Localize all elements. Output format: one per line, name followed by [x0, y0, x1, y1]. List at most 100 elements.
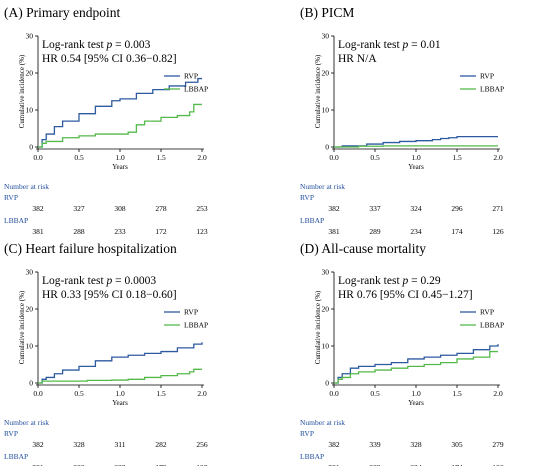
risk-group-rvp: RVP — [300, 429, 314, 438]
panel-4: (D) All-cause mortality 0 10 20 30 0.0 0.5 1.0 1… — [300, 241, 504, 466]
series-line-lbbap — [334, 145, 498, 148]
y-tick-label: 0 — [29, 143, 33, 152]
panel-3: (C) Heart failure hospitalization 0 10 20 30… — [4, 241, 208, 466]
y-tick-label: 20 — [26, 305, 34, 314]
series-line-lbbap — [334, 350, 498, 384]
risk-count: 328 — [410, 440, 422, 449]
risk-count: 328 — [73, 440, 85, 449]
risk-count: 234 — [410, 227, 422, 236]
hazard-ratio-text: HR N/A — [338, 53, 377, 65]
risk-header: Number at risk — [300, 182, 345, 191]
risk-count: 289 — [369, 463, 381, 466]
y-tick-label: 30 — [26, 268, 34, 277]
p-value: = 0.0003 — [112, 275, 156, 287]
y-tick-label: 20 — [322, 305, 330, 314]
x-tick-label: 1.5 — [452, 153, 462, 162]
x-tick-label: 1.0 — [115, 153, 125, 162]
y-tick-label: 20 — [322, 69, 330, 78]
logrank-text: Log-rank test p = 0.0003 — [42, 275, 156, 287]
risk-count: 305 — [451, 440, 463, 449]
y-tick-label: 0 — [325, 143, 329, 152]
p-symbol: p — [106, 39, 113, 51]
x-tick-label: 0.0 — [33, 389, 43, 398]
x-tick-label: 2.0 — [493, 153, 503, 162]
risk-count: 123 — [196, 463, 208, 466]
series-line-rvp — [334, 135, 498, 148]
panel-title: (B) PICM — [300, 5, 354, 20]
p-value: = 0.003 — [112, 39, 150, 51]
x-tick-label: 0.5 — [74, 153, 84, 162]
legend-label-rvp: RVP — [184, 308, 198, 317]
risk-count: 282 — [155, 440, 167, 449]
risk-count: 233 — [114, 463, 126, 466]
risk-count: 278 — [155, 204, 167, 213]
logrank-prefix: Log-rank test — [42, 275, 107, 287]
risk-header: Number at risk — [4, 418, 49, 427]
risk-count: 172 — [155, 227, 167, 236]
logrank-text: Log-rank test p = 0.01 — [338, 39, 441, 51]
risk-count: 382 — [328, 204, 340, 213]
series-line-rvp — [38, 77, 202, 148]
risk-count: 174 — [451, 227, 463, 236]
y-axis-label: Cumulative incidence (%) — [18, 54, 26, 128]
logrank-text: Log-rank test p = 0.003 — [42, 39, 151, 51]
panel-2: (B) PICM 0 10 20 30 0.0 0.5 1.0 1.5 2.0 Years Cumul… — [300, 5, 504, 236]
x-tick-label: 1.0 — [411, 153, 421, 162]
risk-count: 382 — [32, 204, 44, 213]
legend-label-rvp: RVP — [480, 72, 494, 81]
risk-group-rvp: RVP — [4, 193, 18, 202]
risk-count: 311 — [115, 440, 126, 449]
y-tick-label: 10 — [322, 342, 330, 351]
risk-group-rvp: RVP — [300, 193, 314, 202]
risk-count: 381 — [32, 463, 44, 466]
series-line-rvp — [38, 342, 203, 384]
x-tick-label: 1.5 — [156, 153, 166, 162]
risk-count: 233 — [114, 227, 126, 236]
legend-label-lbbap: LBBAP — [480, 321, 504, 330]
risk-group-rvp: RVP — [4, 429, 18, 438]
risk-header: Number at risk — [300, 418, 345, 427]
logrank-prefix: Log-rank test — [338, 39, 403, 51]
p-symbol: p — [402, 275, 409, 287]
panel-title: (C) Heart failure hospitalization — [4, 241, 177, 256]
risk-header: Number at risk — [4, 182, 49, 191]
risk-count: 174 — [451, 463, 463, 466]
x-tick-label: 2.0 — [197, 389, 207, 398]
risk-count: 288 — [73, 227, 85, 236]
y-tick-label: 30 — [26, 32, 34, 41]
risk-group-lbbap: LBBAP — [300, 452, 324, 461]
panel-1: (A) Primary endpoint 0 10 20 30 0.0 0.5 1.0 1.5 2… — [4, 5, 208, 236]
y-axis-label: Cumulative incidence (%) — [18, 290, 26, 364]
risk-count: 126 — [492, 463, 504, 466]
x-tick-label: 1.5 — [156, 389, 166, 398]
x-axis-label: Years — [408, 163, 424, 171]
series-line-rvp — [334, 344, 499, 384]
x-tick-label: 2.0 — [197, 153, 207, 162]
y-tick-label: 10 — [26, 106, 34, 115]
risk-count: 381 — [32, 227, 44, 236]
risk-count: 308 — [114, 204, 126, 213]
risk-count: 382 — [32, 440, 44, 449]
x-tick-label: 0.5 — [74, 389, 84, 398]
risk-count: 123 — [196, 227, 208, 236]
risk-count: 256 — [196, 440, 208, 449]
p-symbol: p — [402, 39, 409, 51]
risk-count: 289 — [369, 227, 381, 236]
legend-label-lbbap: LBBAP — [480, 85, 504, 94]
x-tick-label: 1.0 — [411, 389, 421, 398]
logrank-prefix: Log-rank test — [338, 275, 403, 287]
hazard-ratio-text: HR 0.54 [95% CI 0.36−0.82] — [42, 53, 177, 65]
risk-count: 382 — [328, 440, 340, 449]
hazard-ratio-text: HR 0.33 [95% CI 0.18−0.60] — [42, 289, 177, 301]
p-value: = 0.29 — [408, 275, 441, 287]
y-axis-label: Cumulative incidence (%) — [314, 54, 322, 128]
y-tick-label: 0 — [29, 379, 33, 388]
legend-label-lbbap: LBBAP — [184, 85, 208, 94]
x-tick-label: 1.0 — [115, 389, 125, 398]
panel-title: (D) All-cause mortality — [300, 241, 426, 256]
x-tick-label: 0.5 — [370, 153, 380, 162]
risk-count: 126 — [492, 227, 504, 236]
series-line-lbbap — [38, 103, 202, 148]
x-tick-label: 2.0 — [493, 389, 503, 398]
risk-count: 381 — [328, 227, 340, 236]
